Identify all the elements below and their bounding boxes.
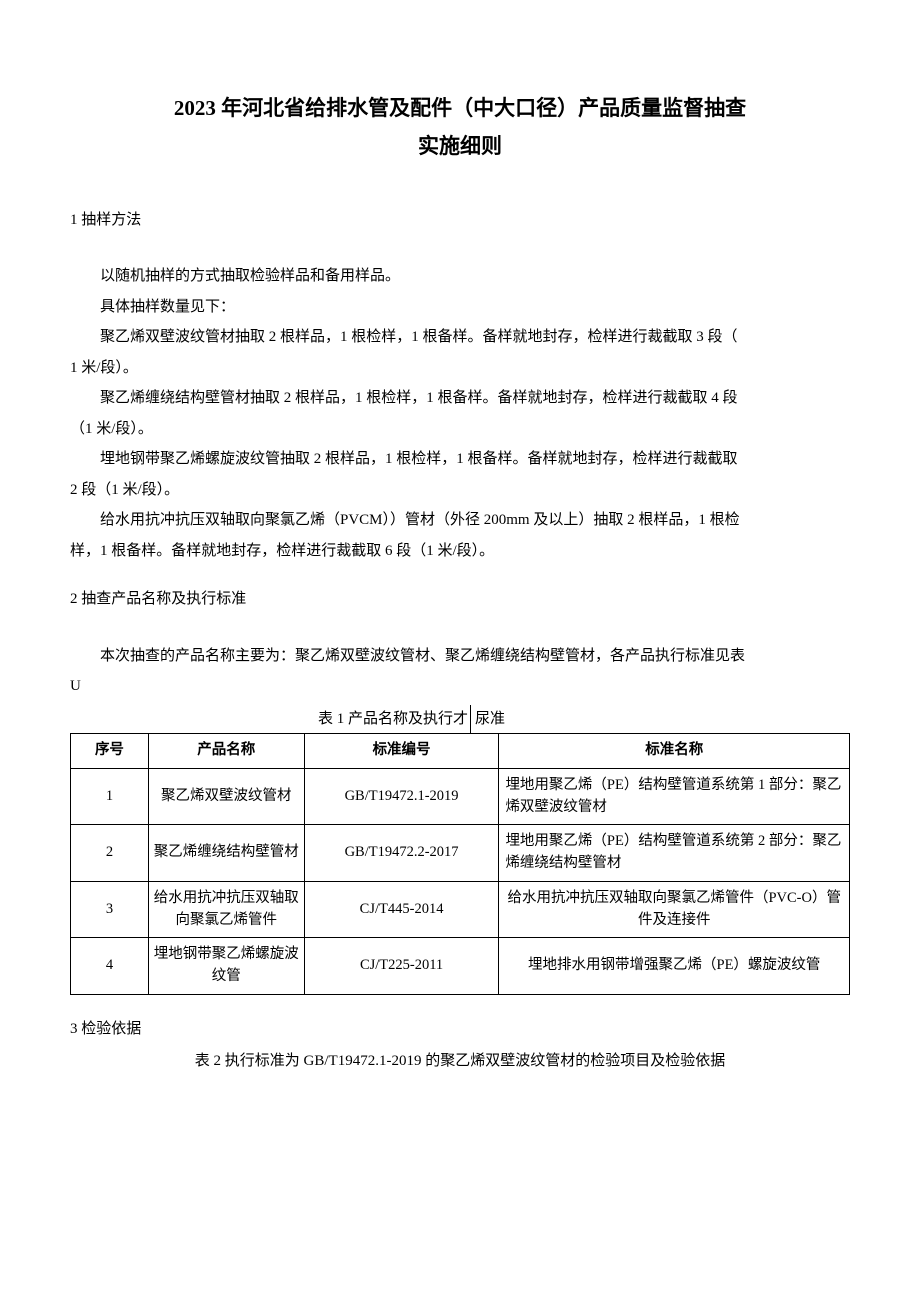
title-line-1: 2023 年河北省给排水管及配件（中大口径）产品质量监督抽查 (70, 90, 850, 128)
cell-seq: 1 (71, 768, 149, 825)
cell-stdname: 给水用抗冲抗压双轴取向聚氯乙烯管件（PVC-O）管件及连接件 (499, 881, 850, 938)
cell-seq: 3 (71, 881, 149, 938)
cell-stdname: 埋地排水用钢带增强聚乙烯（PE）螺旋波纹管 (499, 938, 850, 995)
cell-stdname: 埋地用聚乙烯（PE）结构壁管道系统第 2 部分：聚乙烯缠绕结构壁管材 (499, 825, 850, 882)
section-2-heading: 2 抽查产品名称及执行标准 (70, 585, 850, 614)
section-2-p1b: U (70, 672, 850, 701)
section-1-p4a: 聚乙烯缠绕结构壁管材抽取 2 根样品，1 根检样，1 根备样。备样就地封存，检样… (70, 384, 850, 413)
table-row: 2聚乙烯缠绕结构壁管材GB/T19472.2-2017埋地用聚乙烯（PE）结构壁… (71, 825, 850, 882)
table-2-caption: 表 2 执行标准为 GB/T19472.1-2019 的聚乙烯双壁波纹管材的检验… (70, 1047, 850, 1076)
cell-name: 聚乙烯缠绕结构壁管材 (148, 825, 304, 882)
section-1-p1: 以随机抽样的方式抽取检验样品和备用样品。 (70, 262, 850, 291)
cell-code: GB/T19472.1-2019 (304, 768, 499, 825)
table-1-caption-left: 表 1 产品名称及执行才 (70, 705, 470, 734)
section-1-p3a: 聚乙烯双壁波纹管材抽取 2 根样品，1 根检样，1 根备样。备样就地封存，检样进… (70, 323, 850, 352)
section-2: 2 抽查产品名称及执行标准 本次抽查的产品名称主要为：聚乙烯双壁波纹管材、聚乙烯… (70, 585, 850, 995)
section-1: 1 抽样方法 以随机抽样的方式抽取检验样品和备用样品。 具体抽样数量见下： 聚乙… (70, 206, 850, 566)
section-1-p2: 具体抽样数量见下： (70, 293, 850, 322)
section-1-p6b: 样，1 根备样。备样就地封存，检样进行裁截取 6 段（1 米/段）。 (70, 537, 850, 566)
col-header-stdname: 标准名称 (499, 734, 850, 769)
section-3: 3 检验依据 表 2 执行标准为 GB/T19472.1-2019 的聚乙烯双壁… (70, 1015, 850, 1076)
section-1-p4b: （1 米/段）。 (70, 415, 850, 444)
section-1-p5a: 埋地钢带聚乙烯螺旋波纹管抽取 2 根样品，1 根检样，1 根备样。备样就地封存，… (70, 445, 850, 474)
section-1-p3b: 1 米/段）。 (70, 354, 850, 383)
table-row: 1聚乙烯双壁波纹管材GB/T19472.1-2019埋地用聚乙烯（PE）结构壁管… (71, 768, 850, 825)
title-line-2: 实施细则 (70, 128, 850, 166)
document-title: 2023 年河北省给排水管及配件（中大口径）产品质量监督抽查 实施细则 (70, 90, 850, 166)
col-header-code: 标准编号 (304, 734, 499, 769)
section-1-p5b: 2 段（1 米/段）。 (70, 476, 850, 505)
table-1: 序号 产品名称 标准编号 标准名称 1聚乙烯双壁波纹管材GB/T19472.1-… (70, 733, 850, 995)
table-row: 4埋地钢带聚乙烯螺旋波纹管CJ/T225-2011埋地排水用钢带增强聚乙烯（PE… (71, 938, 850, 995)
cell-code: CJ/T445-2014 (304, 881, 499, 938)
table-header-row: 序号 产品名称 标准编号 标准名称 (71, 734, 850, 769)
section-3-heading: 3 检验依据 (70, 1015, 850, 1044)
cell-seq: 2 (71, 825, 149, 882)
table-row: 3给水用抗冲抗压双轴取向聚氯乙烯管件CJ/T445-2014给水用抗冲抗压双轴取… (71, 881, 850, 938)
table-1-caption-right: 尿准 (470, 705, 505, 734)
section-1-p6a: 给水用抗冲抗压双轴取向聚氯乙烯（PVCM））管材（外径 200mm 及以上）抽取… (70, 506, 850, 535)
cell-name: 聚乙烯双壁波纹管材 (148, 768, 304, 825)
table-1-caption-row: 表 1 产品名称及执行才 尿准 (70, 705, 850, 734)
cell-code: CJ/T225-2011 (304, 938, 499, 995)
section-1-heading: 1 抽样方法 (70, 206, 850, 235)
section-2-p1a: 本次抽查的产品名称主要为：聚乙烯双壁波纹管材、聚乙烯缠绕结构壁管材，各产品执行标… (70, 642, 850, 671)
col-header-seq: 序号 (71, 734, 149, 769)
cell-stdname: 埋地用聚乙烯（PE）结构壁管道系统第 1 部分：聚乙烯双壁波纹管材 (499, 768, 850, 825)
cell-name: 埋地钢带聚乙烯螺旋波纹管 (148, 938, 304, 995)
cell-name: 给水用抗冲抗压双轴取向聚氯乙烯管件 (148, 881, 304, 938)
cell-code: GB/T19472.2-2017 (304, 825, 499, 882)
col-header-name: 产品名称 (148, 734, 304, 769)
cell-seq: 4 (71, 938, 149, 995)
